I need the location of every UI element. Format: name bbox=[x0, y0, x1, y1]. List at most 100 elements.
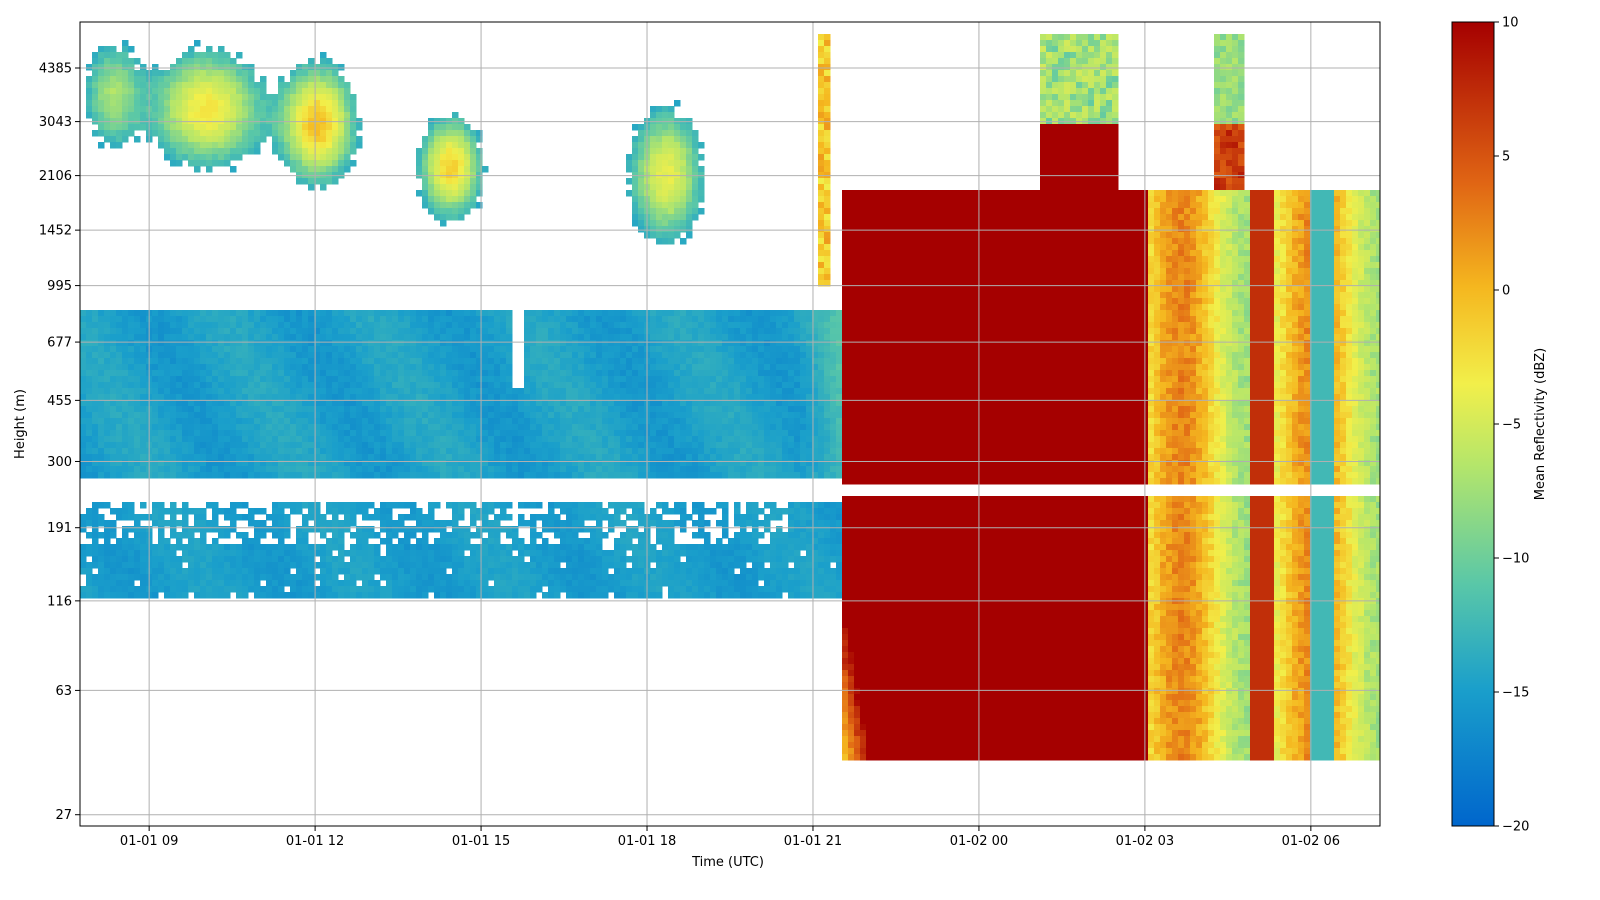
heatmap-cell bbox=[320, 148, 327, 155]
heatmap-cell bbox=[272, 448, 279, 455]
heatmap-cell bbox=[236, 460, 243, 467]
heatmap-cell bbox=[554, 550, 561, 557]
heatmap-cell bbox=[308, 568, 315, 575]
heatmap-cell bbox=[368, 454, 375, 461]
heatmap-cell bbox=[356, 448, 363, 455]
heatmap-cell bbox=[350, 100, 357, 107]
heatmap-cell bbox=[98, 76, 105, 83]
heatmap-cell bbox=[104, 538, 111, 545]
heatmap-cell bbox=[170, 556, 177, 563]
heatmap-cell bbox=[254, 586, 261, 593]
heatmap-cell bbox=[548, 370, 555, 377]
heatmap-cell bbox=[626, 352, 633, 359]
heatmap-cell bbox=[554, 472, 561, 479]
heatmap-cell bbox=[338, 142, 345, 149]
heatmap-cell bbox=[422, 154, 429, 161]
heatmap-cell bbox=[350, 430, 357, 437]
heatmap-cell bbox=[224, 154, 231, 161]
heatmap-cell bbox=[308, 328, 315, 335]
heatmap-cell bbox=[506, 328, 513, 335]
heatmap-cell bbox=[428, 364, 435, 371]
heatmap-cell bbox=[632, 562, 639, 569]
heatmap-cell bbox=[608, 334, 615, 341]
heatmap-cell bbox=[254, 316, 261, 323]
heatmap-cell bbox=[446, 502, 453, 509]
heatmap-cell bbox=[350, 532, 357, 539]
heatmap-cell bbox=[416, 340, 423, 347]
heatmap-cell bbox=[530, 388, 537, 395]
heatmap-cell bbox=[110, 46, 117, 53]
heatmap-cell bbox=[416, 412, 423, 419]
heatmap-cell bbox=[638, 178, 645, 185]
heatmap-cell bbox=[200, 334, 207, 341]
heatmap-cell bbox=[278, 148, 285, 155]
heatmap-cell bbox=[584, 442, 591, 449]
heatmap-cell bbox=[464, 322, 471, 329]
heatmap-cell bbox=[614, 388, 621, 395]
heatmap-cell bbox=[98, 94, 105, 101]
heatmap-cell bbox=[302, 88, 309, 95]
heatmap-cell bbox=[110, 592, 117, 599]
heatmap-cell bbox=[278, 430, 285, 437]
heatmap-cell bbox=[464, 346, 471, 353]
heatmap-cell bbox=[302, 394, 309, 401]
heatmap-cell bbox=[122, 328, 129, 335]
heatmap-cell bbox=[458, 346, 465, 353]
heatmap-cell bbox=[260, 316, 267, 323]
heatmap-cell bbox=[332, 562, 339, 569]
heatmap-cell bbox=[464, 442, 471, 449]
heatmap-cell bbox=[242, 544, 249, 551]
heatmap-cell bbox=[200, 520, 207, 527]
heatmap-cell bbox=[410, 568, 417, 575]
heatmap-cell bbox=[344, 580, 351, 587]
heatmap-cell bbox=[260, 460, 267, 467]
heatmap-cell bbox=[320, 166, 327, 173]
heatmap-cell bbox=[440, 442, 447, 449]
heatmap-cell bbox=[524, 400, 531, 407]
heatmap-cell bbox=[602, 436, 609, 443]
heatmap-cell bbox=[140, 310, 147, 317]
heatmap-cell bbox=[320, 412, 327, 419]
heatmap-cell bbox=[662, 160, 669, 167]
heatmap-cell bbox=[470, 400, 477, 407]
heatmap-cell bbox=[284, 160, 291, 167]
heatmap-cell bbox=[446, 334, 453, 341]
heatmap-cell bbox=[416, 472, 423, 479]
heatmap-cell bbox=[284, 520, 291, 527]
heatmap-cell bbox=[272, 334, 279, 341]
heatmap-cell bbox=[260, 562, 267, 569]
heatmap-cell bbox=[632, 382, 639, 389]
heatmap-cell bbox=[440, 418, 447, 425]
heatmap-cell bbox=[110, 418, 117, 425]
heatmap-cell bbox=[314, 142, 321, 149]
heatmap-cell bbox=[116, 64, 123, 71]
heatmap-cell bbox=[410, 502, 417, 509]
heatmap-cell bbox=[470, 556, 477, 563]
heatmap-cell bbox=[374, 592, 381, 599]
heatmap-cell bbox=[278, 454, 285, 461]
heatmap-cell bbox=[494, 472, 501, 479]
heatmap-cell bbox=[206, 418, 213, 425]
heatmap-cell bbox=[338, 472, 345, 479]
heatmap-cell bbox=[638, 136, 645, 143]
heatmap-cell bbox=[254, 376, 261, 383]
heatmap-cell bbox=[422, 160, 429, 167]
heatmap-cell bbox=[332, 94, 339, 101]
heatmap-cell bbox=[158, 430, 165, 437]
heatmap-cell bbox=[482, 328, 489, 335]
heatmap-cell bbox=[278, 556, 285, 563]
heatmap-cell bbox=[260, 430, 267, 437]
heatmap-cell bbox=[410, 448, 417, 455]
heatmap-cell bbox=[158, 400, 165, 407]
heatmap-cell bbox=[230, 382, 237, 389]
heatmap-cell bbox=[296, 316, 303, 323]
heatmap-cell bbox=[428, 400, 435, 407]
heatmap-cell bbox=[278, 400, 285, 407]
heatmap-cell bbox=[278, 328, 285, 335]
heatmap-cell bbox=[566, 562, 573, 569]
heatmap-cell bbox=[248, 370, 255, 377]
heatmap-cell bbox=[476, 334, 483, 341]
heatmap-cell bbox=[122, 466, 129, 473]
heatmap-cell bbox=[338, 448, 345, 455]
heatmap-cell bbox=[236, 568, 243, 575]
